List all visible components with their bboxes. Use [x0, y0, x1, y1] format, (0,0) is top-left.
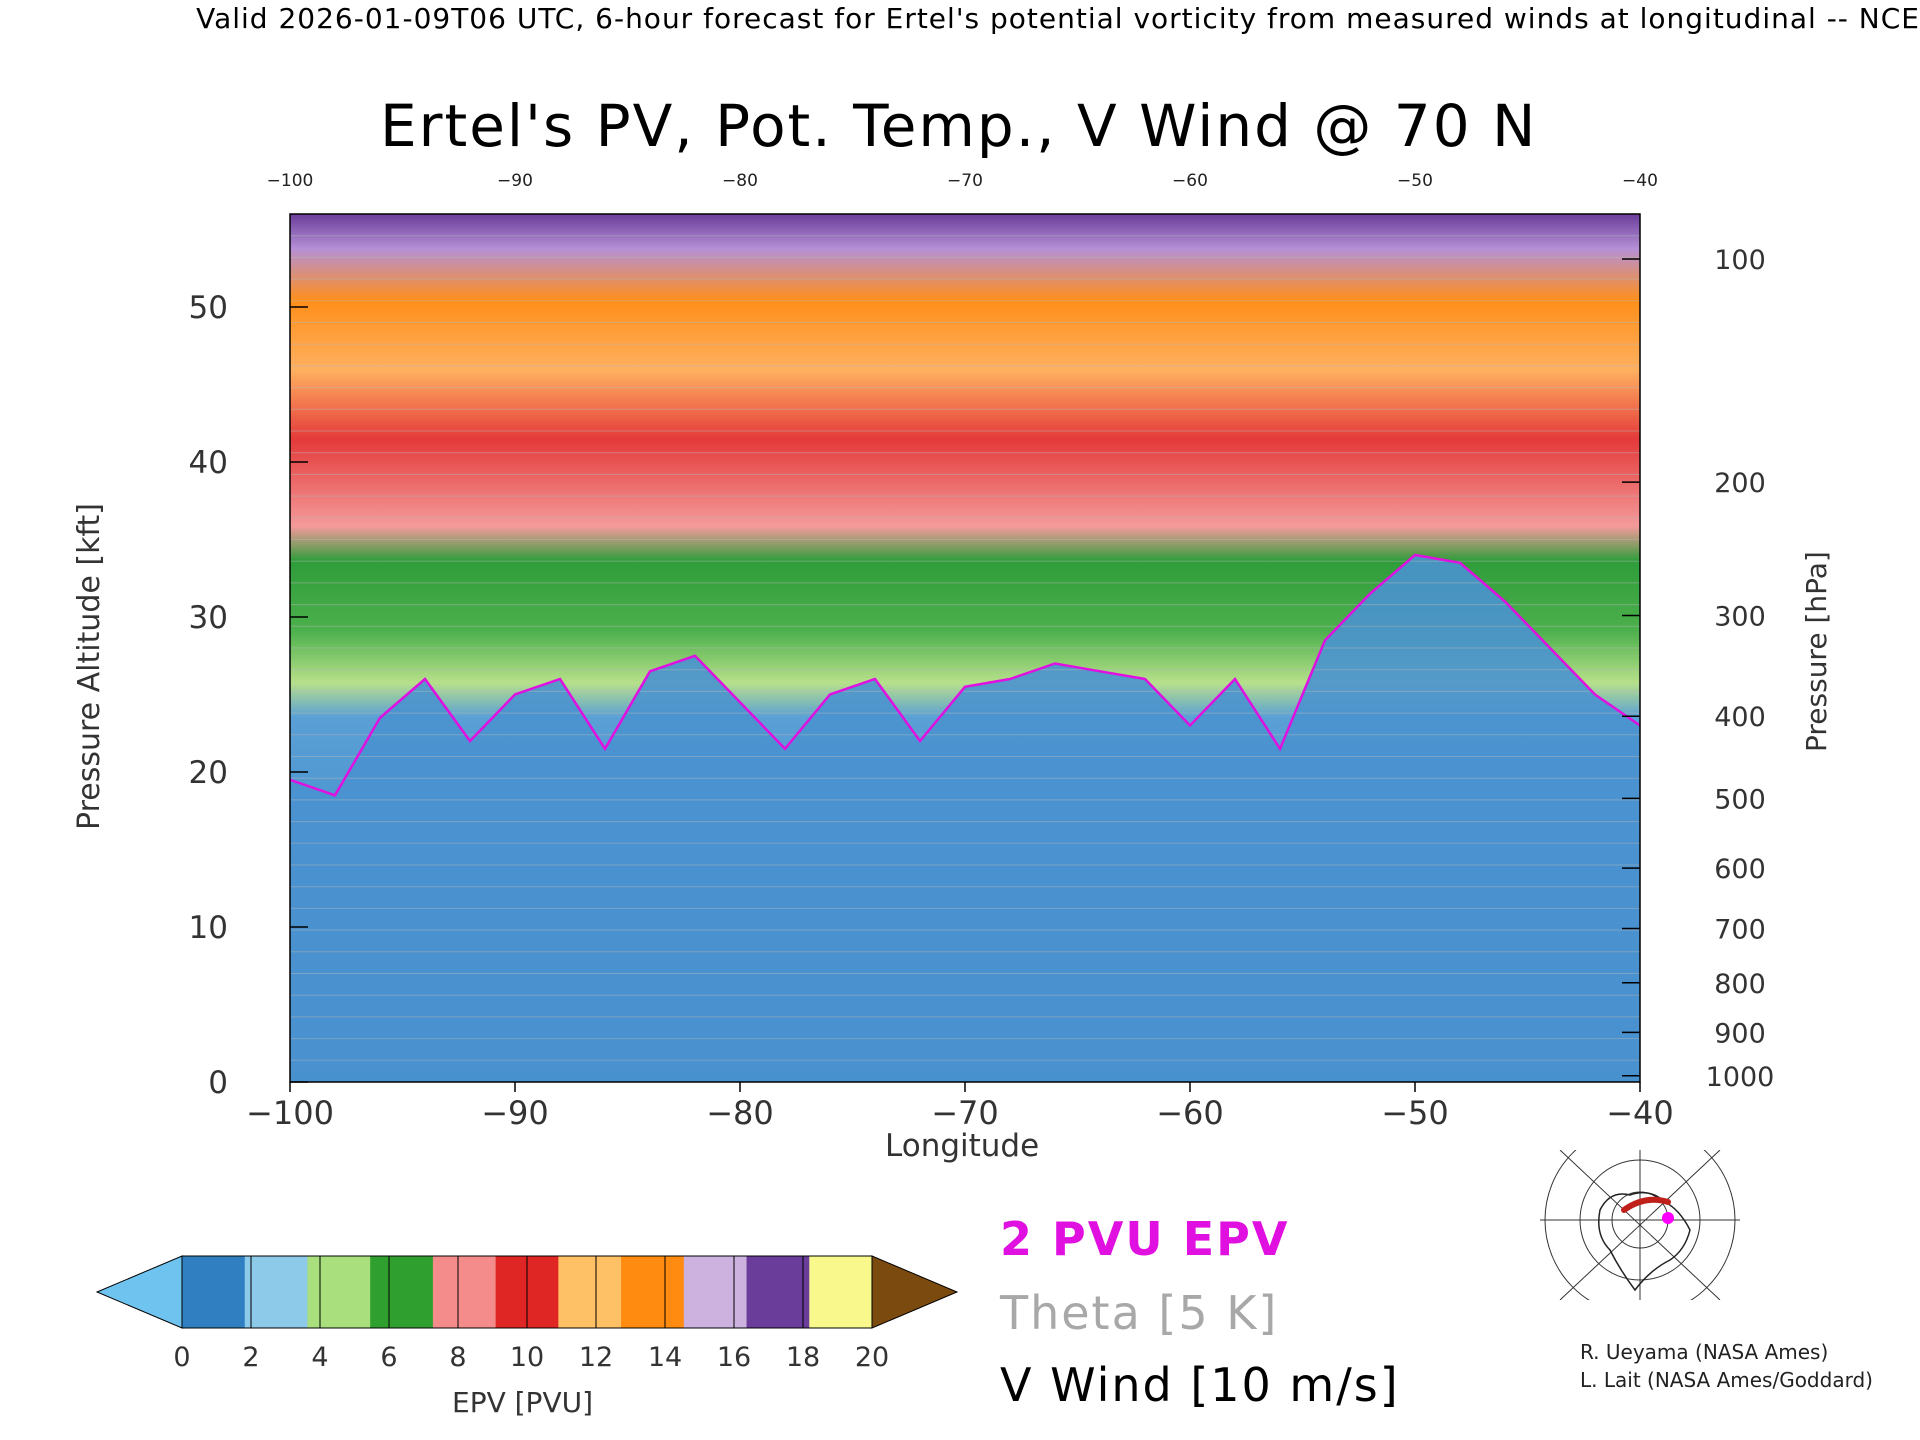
colorbar-label: EPV [PVU]: [452, 1386, 594, 1419]
colorbar-tick-label: 20: [855, 1342, 889, 1373]
y-tick-label: 10: [189, 910, 228, 946]
x-tick-label: −90: [481, 1094, 549, 1132]
legend-theta: Theta [5 K]: [1000, 1286, 1279, 1340]
colorbar-segment: [182, 1256, 246, 1328]
colorbar-segment: [558, 1256, 622, 1328]
colorbar-tick-label: 8: [449, 1342, 466, 1373]
colorbar-tick-label: 10: [510, 1342, 544, 1373]
legend-epv-contour: 2 PVU EPV: [1000, 1212, 1290, 1266]
pressure-tick-label: 900: [1714, 1018, 1766, 1049]
colorbar-tick-label: 6: [380, 1342, 397, 1373]
top-tick-label: −70: [947, 171, 983, 191]
pressure-tick-label: 300: [1714, 601, 1766, 632]
x-tick-label: −70: [931, 1094, 999, 1132]
y-tick-label: 40: [189, 445, 228, 481]
colorbar-tick-label: 2: [242, 1342, 259, 1373]
x-tick-label: −100: [246, 1094, 334, 1132]
pressure-tick-label: 200: [1714, 468, 1766, 499]
colorbar-tick-label: 4: [311, 1342, 328, 1373]
colorbar-segment: [809, 1256, 873, 1328]
colorbar-segment: [746, 1256, 810, 1328]
colorbar-segment: [683, 1256, 748, 1328]
x-tick-label: −60: [1156, 1094, 1224, 1132]
location-map-icon: [1540, 1150, 1740, 1300]
pressure-tick-label: 700: [1714, 915, 1766, 946]
x-tick-label: −40: [1606, 1094, 1674, 1132]
top-tick-label: −40: [1622, 171, 1658, 191]
colorbar-segment: [432, 1256, 497, 1328]
pressure-tick-label: 100: [1714, 245, 1766, 276]
pressure-tick-label: 1000: [1706, 1062, 1775, 1093]
credit-line-2: L. Lait (NASA Ames/Goddard): [1580, 1368, 1873, 1392]
legend-vwind: V Wind [10 m/s]: [1000, 1358, 1400, 1412]
x-tick-label: −80: [706, 1094, 774, 1132]
colorbar-low-arrow: [95, 1255, 183, 1329]
chart-title: Ertel's PV, Pot. Temp., V Wind @ 70 N: [380, 92, 1538, 160]
y-tick-label: 20: [189, 755, 228, 791]
pv-2pvu-contour: [289, 553, 1641, 797]
colorbar-tick-label: 14: [648, 1342, 682, 1373]
top-tick-label: −60: [1172, 171, 1208, 191]
y-tick-label: 30: [189, 600, 228, 636]
colorbar-tick-label: 18: [786, 1342, 820, 1373]
top-tick-label: −100: [267, 171, 314, 191]
pressure-tick-label: 800: [1714, 969, 1766, 1000]
x-tick-label: −50: [1381, 1094, 1449, 1132]
x-axis-label: Longitude: [885, 1128, 1040, 1164]
colorbar-segment: [621, 1256, 685, 1328]
colorbar-segment: [370, 1256, 434, 1328]
y-tick-label: 0: [208, 1065, 228, 1101]
colorbar-tick-label: 16: [717, 1342, 751, 1373]
colorbar-tick-label: 0: [173, 1342, 190, 1373]
colorbar-high-arrow: [871, 1255, 959, 1329]
pressure-tick-label: 500: [1714, 784, 1766, 815]
colorbar-tick-label: 12: [579, 1342, 613, 1373]
y-tick-label: 50: [189, 290, 228, 326]
troposphere-region: [290, 555, 1640, 1082]
pressure-tick-label: 600: [1714, 854, 1766, 885]
forecast-header: Valid 2026-01-09T06 UTC, 6-hour forecast…: [196, 2, 1920, 35]
colorbar-segment: [244, 1256, 308, 1328]
credit-line-1: R. Ueyama (NASA Ames): [1580, 1340, 1829, 1364]
top-tick-label: −50: [1397, 171, 1433, 191]
top-tick-label: −80: [722, 171, 758, 191]
colorbar-segment: [307, 1256, 371, 1328]
top-tick-label: −90: [497, 171, 533, 191]
pressure-tick-label: 400: [1714, 702, 1766, 733]
